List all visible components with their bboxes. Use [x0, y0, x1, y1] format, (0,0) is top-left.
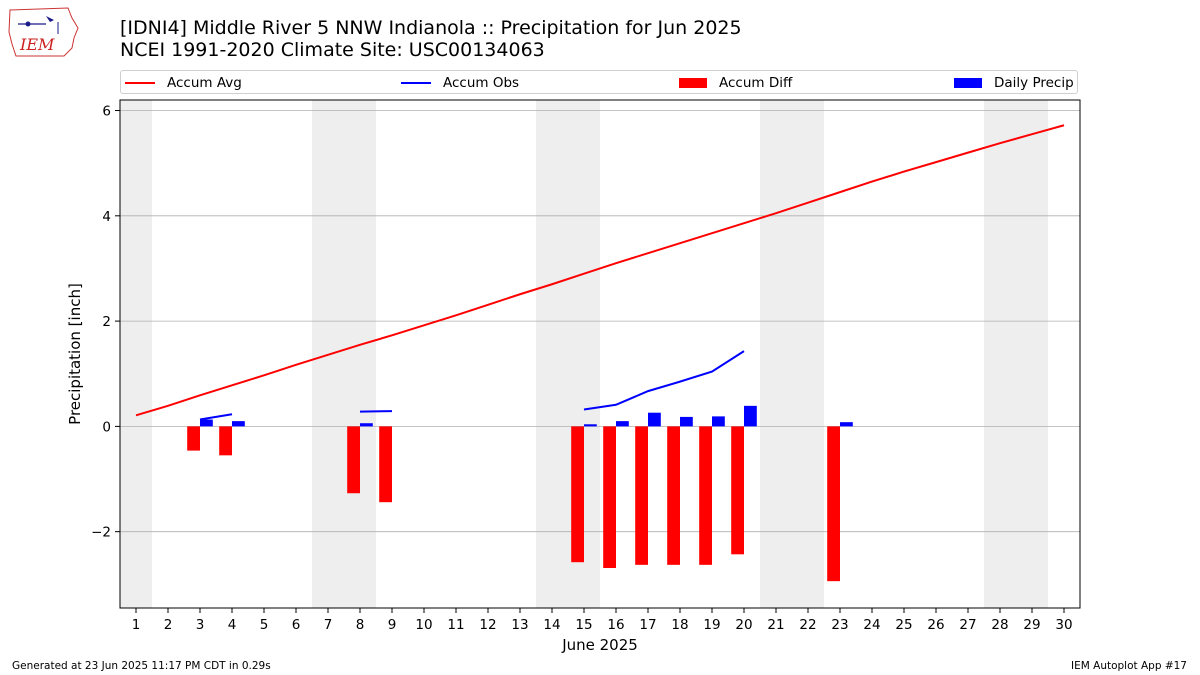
x-tick-label: 8 [356, 617, 365, 633]
legend-label: Accum Diff [719, 75, 793, 91]
x-tick-label: 27 [959, 617, 976, 633]
x-tick-label: 30 [1055, 617, 1072, 633]
logo-text: IEM [19, 35, 55, 54]
weekend-shade [536, 100, 600, 608]
legend-label: Daily Precip [994, 75, 1074, 91]
x-tick-label: 20 [735, 617, 752, 633]
accum-obs-line [583, 350, 745, 411]
x-tick-label: 14 [543, 617, 560, 633]
y-axis-label: Precipitation [inch] [66, 283, 84, 425]
accum-diff-bar [731, 426, 744, 555]
x-tick-label: 9 [388, 617, 397, 633]
daily-precip-bar [840, 422, 853, 427]
daily-precip-bar [648, 412, 661, 427]
x-tick-label: 7 [324, 617, 333, 633]
y-tick-label: 0 [102, 419, 111, 435]
weekend-shade [120, 100, 152, 608]
daily-precip-bar [232, 421, 245, 427]
y-tick-label: −2 [91, 525, 111, 541]
x-tick-label: 18 [671, 617, 688, 633]
daily-precip-bar [360, 423, 373, 427]
y-tick-label: 2 [102, 314, 111, 330]
daily-precip-bar [712, 416, 725, 427]
accum-diff-bar [667, 426, 680, 565]
accum-obs-line [199, 413, 233, 421]
y-tick-label: 6 [102, 104, 111, 120]
y-tick-label: 4 [102, 209, 111, 225]
x-tick-label: 22 [799, 617, 816, 633]
plot-frame [119, 99, 1081, 609]
footer-app-text: IEM Autoplot App #17 [1071, 660, 1187, 672]
x-tick-label: 29 [1023, 617, 1040, 633]
chart-legend: Accum Avg Accum Obs Accum Diff Daily Pre… [120, 70, 1078, 94]
accum-diff-bar [219, 426, 232, 456]
accum-diff-bar [699, 426, 712, 565]
x-axis-label: June 2025 [561, 636, 638, 654]
legend-label: Accum Avg [167, 75, 242, 91]
x-tick-label: 15 [575, 617, 592, 633]
iowa-outline-icon [8, 7, 79, 57]
weekend-shade [984, 100, 1048, 608]
accum-diff-bar [827, 426, 840, 582]
accum-avg-line [135, 124, 1065, 417]
daily-precip-bar [584, 424, 597, 427]
iem-logo: IEM [8, 7, 79, 57]
x-tick-label: 11 [447, 617, 464, 633]
daily-precip-bar [744, 405, 757, 427]
legend-label: Accum Obs [443, 75, 520, 91]
accum-diff-bar [603, 426, 616, 568]
accum-diff-bar [187, 426, 200, 451]
x-tick-label: 5 [260, 617, 269, 633]
legend-item-daily-precip: Daily Precip [954, 74, 1074, 92]
legend-bar-swatch [679, 78, 707, 88]
x-tick-label: 17 [639, 617, 656, 633]
legend-line-swatch [125, 82, 155, 84]
legend-line-swatch [401, 82, 431, 84]
x-tick-label: 6 [292, 617, 301, 633]
x-tick-label: 19 [703, 617, 720, 633]
daily-precip-bar [616, 421, 629, 427]
x-tick-label: 3 [196, 617, 205, 633]
daily-precip-bar [200, 419, 213, 427]
x-tick-label: 26 [927, 617, 944, 633]
x-tick-label: 12 [479, 617, 496, 633]
daily-precip-bar [680, 416, 693, 427]
accum-diff-bar [379, 426, 392, 503]
x-tick-label: 23 [831, 617, 848, 633]
x-tick-label: 10 [415, 617, 432, 633]
x-tick-label: 2 [164, 617, 173, 633]
x-tick-label: 4 [228, 617, 237, 633]
x-tick-label: 24 [863, 617, 880, 633]
legend-bar-swatch [954, 78, 982, 88]
x-tick-label: 13 [511, 617, 528, 633]
x-tick-label: 1 [132, 617, 141, 633]
legend-item-accum-obs: Accum Obs [401, 74, 519, 92]
legend-item-accum-diff: Accum Diff [679, 74, 792, 92]
chart-title: [IDNI4] Middle River 5 NNW Indianola :: … [120, 17, 742, 39]
accum-diff-bar [571, 426, 584, 563]
footer-generated-text: Generated at 23 Jun 2025 11:17 PM CDT in… [12, 660, 271, 672]
legend-item-accum-avg: Accum Avg [125, 74, 242, 92]
accum-obs-line [359, 410, 393, 413]
weekend-shade [760, 100, 824, 608]
x-tick-label: 16 [607, 617, 624, 633]
weekend-shade [312, 100, 376, 608]
x-tick-label: 21 [767, 617, 784, 633]
x-tick-label: 28 [991, 617, 1008, 633]
accum-diff-bar [635, 426, 648, 565]
accum-diff-bar [347, 426, 360, 494]
x-tick-label: 25 [895, 617, 912, 633]
chart-subtitle: NCEI 1991-2020 Climate Site: USC00134063 [120, 39, 545, 61]
